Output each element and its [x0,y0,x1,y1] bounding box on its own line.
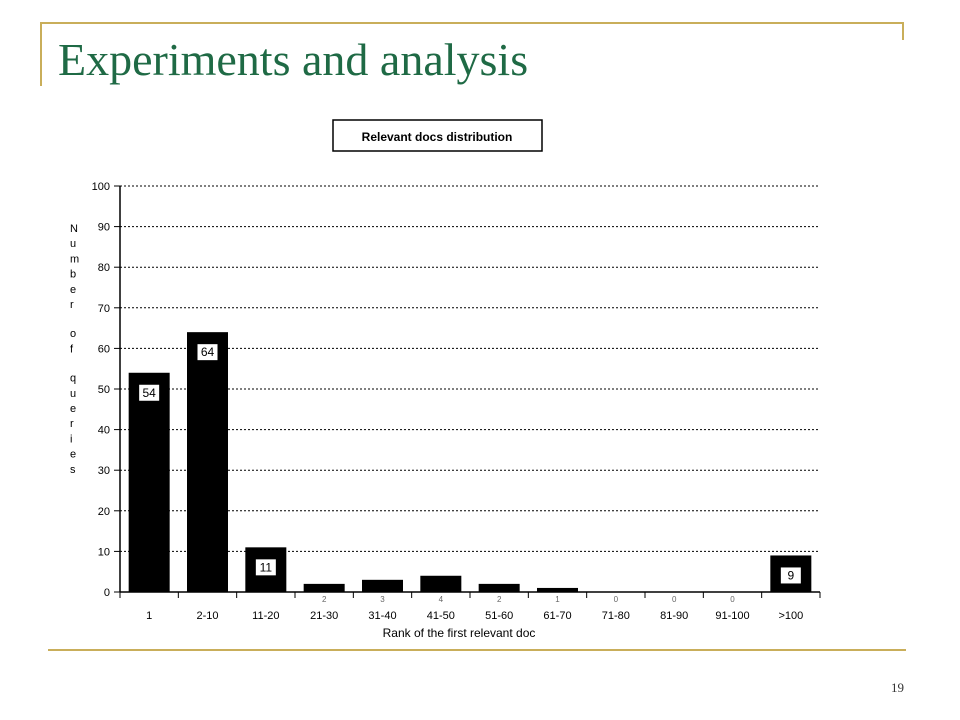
y-tick-label: 10 [98,546,110,558]
bars: 54 64 11 2 3 4 2 1 0 0 0 9 [128,332,812,604]
x-tick-label: 21-30 [310,610,338,622]
data-label-box [139,384,160,401]
x-tick-label: 2-10 [196,610,218,622]
frame-right-line [902,22,904,40]
data-label: 54 [142,386,156,400]
y-tick-label: 60 [98,343,110,355]
x-tick-label: 11-20 [252,610,279,622]
x-tick-label: 91-100 [715,610,749,622]
data-label: 1 [555,595,560,604]
y-tick-label: 0 [104,587,110,599]
y-tick-label: 70 [98,303,110,315]
data-label-box [780,567,801,584]
chart-title: Relevant docs distribution [362,130,513,144]
x-tick-label: 81-90 [660,610,688,622]
data-label: 64 [201,345,215,359]
x-tick-label: 41-50 [427,610,455,622]
y-tick-label: 80 [98,262,110,274]
x-axis-label: Rank of the first relevant doc [383,626,536,640]
data-label: 0 [730,595,735,604]
bar [420,575,462,592]
y-tick-label: 100 [92,181,110,193]
data-label: 3 [380,595,385,604]
x-axis-ticks: 1 2-10 11-20 21-30 31-40 41-50 51-60 61-70 71-80… [119,592,821,622]
gridlines [120,185,820,552]
x-tick-label: 31-40 [368,610,396,622]
y-tick-label: 90 [98,222,110,234]
data-label: 0 [672,595,677,604]
y-tick-label: 50 [98,384,110,396]
data-label: 2 [497,595,502,604]
bar [303,583,345,592]
x-tick-label: 1 [146,610,152,622]
y-tick-label: 20 [98,506,110,518]
frame-top-line [40,22,904,24]
data-label: 0 [614,595,619,604]
x-tick-label: 71-80 [602,610,630,622]
y-tick-label: 30 [98,465,110,477]
page-number: 19 [891,680,904,695]
slide-title: Experiments and analysis [58,34,529,85]
bar [478,583,520,592]
y-tick-label: 40 [98,425,110,437]
x-tick-label: 51-60 [485,610,513,622]
data-label: 9 [787,568,794,582]
chart-title-box [332,119,543,152]
y-axis-ticks: 0 10 20 30 40 50 60 70 80 90 100 [92,181,120,599]
x-tick-label: 61-70 [543,610,571,622]
bar [537,587,578,592]
bar [187,332,228,592]
bar [362,579,403,592]
bar [128,372,170,592]
x-tick-label: >100 [778,610,803,622]
frame-bottom-line [48,649,906,651]
frame-left-line [40,22,42,86]
data-label-box [197,344,218,361]
data-label: 4 [439,595,444,604]
data-label-box [255,559,276,576]
data-label: 11 [260,560,273,574]
data-label: 2 [322,595,327,604]
